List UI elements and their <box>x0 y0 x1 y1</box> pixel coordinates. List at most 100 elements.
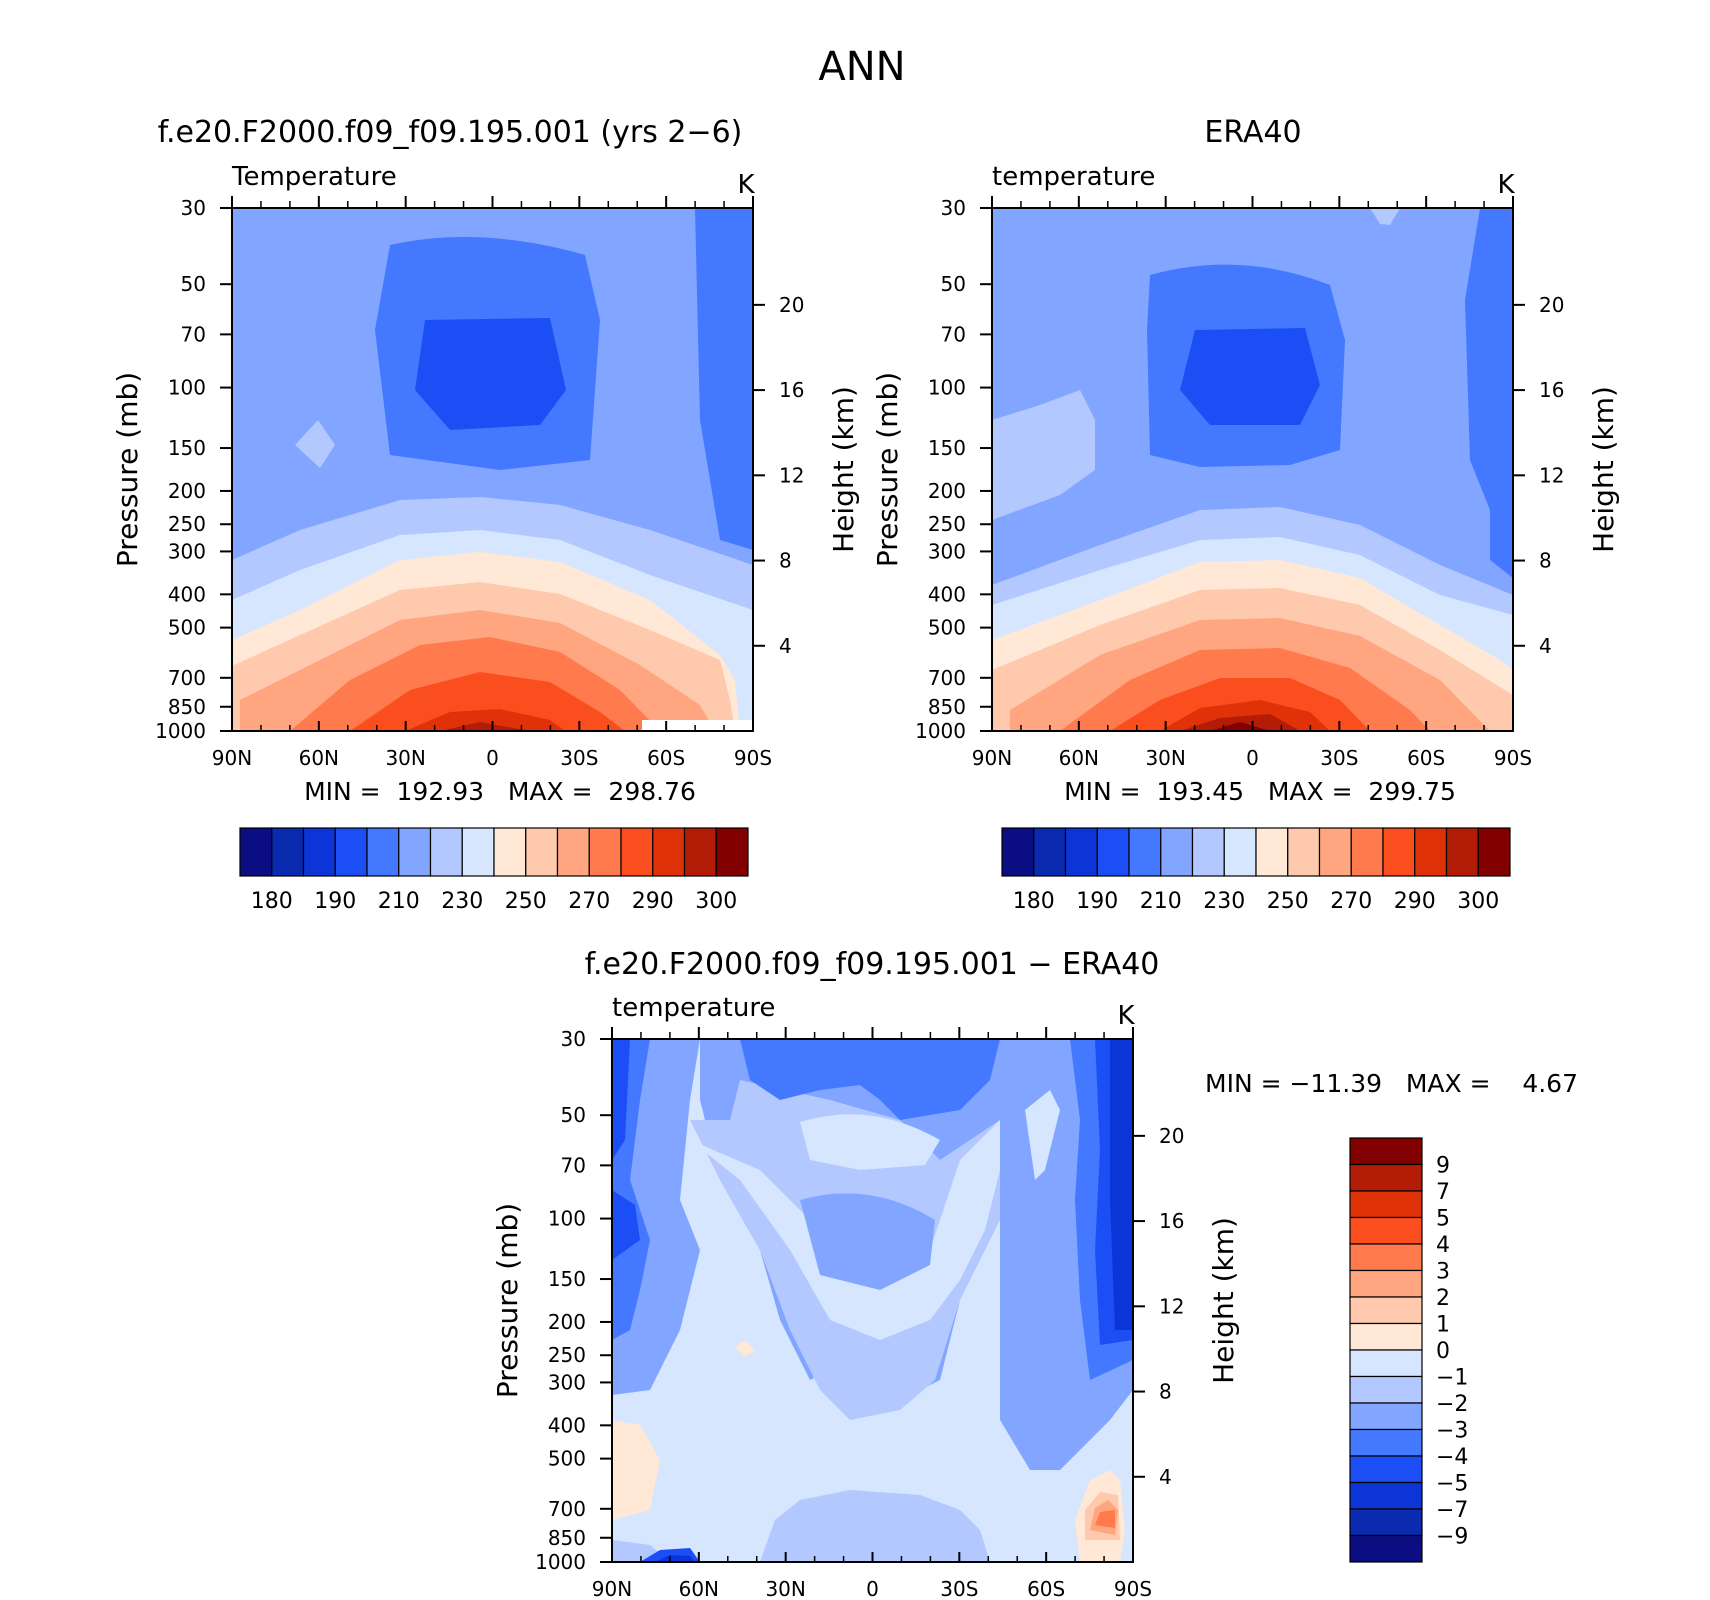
y-tick-label: 70 <box>941 322 966 346</box>
colorbar-label: −5 <box>1436 1472 1468 1497</box>
y-tick-label: 250 <box>168 512 206 536</box>
y-tick-label: 300 <box>928 539 966 563</box>
panel-left-label: Temperature <box>231 162 397 192</box>
contour-field <box>992 208 1513 731</box>
y-tick-label: 100 <box>928 376 966 400</box>
colorbar-label: 5 <box>1436 1207 1450 1232</box>
colorbar-label: −3 <box>1436 1419 1468 1444</box>
x-tick-label: 60S <box>647 746 685 770</box>
colorbar-label: 210 <box>378 889 420 914</box>
colorbar-box <box>1349 1269 1423 1298</box>
colorbar-box <box>525 827 559 877</box>
colorbar-box <box>1349 1402 1423 1431</box>
colorbar-label: 270 <box>568 889 610 914</box>
panel-left-label: temperature <box>992 162 1155 192</box>
y-tick-label: 150 <box>548 1267 586 1291</box>
right-axis-label: Height (km) <box>1207 1217 1240 1384</box>
height-tick-label: 12 <box>779 463 804 487</box>
colorbar-label: 230 <box>1203 889 1245 914</box>
colorbar-box <box>1349 1455 1423 1484</box>
colorbar-box <box>1349 1137 1423 1166</box>
colorbar-box <box>1223 827 1257 877</box>
y-tick-label: 850 <box>928 695 966 719</box>
y-tick-label: 30 <box>561 1027 586 1051</box>
units-label: K <box>737 170 755 200</box>
colorbar-label: 0 <box>1436 1339 1450 1364</box>
colorbar-box <box>1414 827 1448 877</box>
x-tick-label: 30N <box>765 1577 805 1600</box>
y-tick-label: 700 <box>928 666 966 690</box>
colorbar-box <box>1191 827 1225 877</box>
panel-reference: ERA40 temperature K 90N 60N 30N 0 30S 60S 90S 3… <box>871 115 1620 914</box>
colorbar-box <box>1349 1428 1423 1457</box>
colorbar-box <box>1349 1349 1423 1378</box>
colorbar-box <box>683 827 717 877</box>
colorbar-box <box>271 827 305 877</box>
y-tick-label: 300 <box>168 539 206 563</box>
y-axis-label: Pressure (mb) <box>491 1203 524 1398</box>
x-tick-label: 90S <box>734 746 772 770</box>
height-tick-label: 16 <box>1159 1209 1184 1233</box>
height-tick-label: 16 <box>1539 378 1564 402</box>
colorbar-box <box>334 827 368 877</box>
colorbar-box <box>1033 827 1067 877</box>
y-tick-label: 400 <box>928 582 966 606</box>
colorbar-label: −9 <box>1436 1525 1468 1550</box>
x-tick-label: 30S <box>560 746 598 770</box>
height-tick-label: 8 <box>1539 549 1552 573</box>
x-tick-label: 0 <box>1246 746 1259 770</box>
colorbar-label: 270 <box>1330 889 1372 914</box>
colorbar-label: 180 <box>251 889 293 914</box>
colorbar-box <box>588 827 622 877</box>
colorbar-box <box>1064 827 1098 877</box>
y-tick-label: 850 <box>548 1526 586 1550</box>
y-tick-label: 100 <box>548 1207 586 1231</box>
colorbar-box <box>1001 827 1035 877</box>
panel-title: ERA40 <box>1204 115 1301 150</box>
colorbar-box <box>493 827 527 877</box>
figure-title: ANN <box>818 44 905 90</box>
colorbar-box <box>1477 827 1511 877</box>
panel-model: f.e20.F2000.f09_f09.195.001 (yrs 2−6) Te… <box>111 115 860 914</box>
y-tick-label: 50 <box>561 1103 586 1127</box>
y-tick-label: 100 <box>168 376 206 400</box>
colorbar-box <box>652 827 686 877</box>
height-tick-label: 8 <box>779 549 792 573</box>
height-tick-label: 12 <box>1539 463 1564 487</box>
colorbar-box <box>398 827 432 877</box>
colorbar-label: 3 <box>1436 1260 1450 1285</box>
colorbar-box <box>1160 827 1194 877</box>
colorbar-label: 250 <box>1267 889 1309 914</box>
colorbar-label: 4 <box>1436 1233 1450 1258</box>
axes: 90N 60N 30N 0 30S 60S 90S 30 50 70 100 150 200 250 300… <box>491 1027 1240 1600</box>
axes: 90N 60N 30N 0 30S 60S 90S 30 50 70 100 150 200 250 300… <box>871 196 1620 770</box>
colorbar-box <box>620 827 654 877</box>
x-tick-label: 60S <box>1027 1577 1065 1600</box>
x-tick-label: 0 <box>486 746 499 770</box>
min-max-text: MIN = 192.93 MAX = 298.76 <box>304 777 696 806</box>
colorbar-box <box>1128 827 1162 877</box>
colorbar-label: 290 <box>1394 889 1436 914</box>
axes: 90N 60N 30N 0 30S 60S 90S 30 50 70 100 150 200 250 300… <box>111 196 860 770</box>
panel-difference: f.e20.F2000.f09_f09.195.001 − ERA40 temp… <box>491 947 1578 1600</box>
colorbar-box <box>1096 827 1130 877</box>
units-label: K <box>1497 170 1515 200</box>
colorbar: 180 190 210 230 250 270 290 300 <box>239 827 749 914</box>
panel-title: f.e20.F2000.f09_f09.195.001 − ERA40 <box>585 947 1160 982</box>
x-tick-label: 30N <box>385 746 425 770</box>
colorbar-box <box>1382 827 1416 877</box>
y-tick-label: 70 <box>561 1153 586 1177</box>
colorbar-label: −4 <box>1436 1445 1468 1470</box>
colorbar-box <box>715 827 749 877</box>
colorbar: 180 190 210 230 250 270 290 300 <box>1001 827 1511 914</box>
x-tick-label: 60N <box>1059 746 1099 770</box>
y-tick-label: 30 <box>181 196 206 220</box>
colorbar-label: 190 <box>314 889 356 914</box>
x-tick-label: 90S <box>1494 746 1532 770</box>
colorbar-box <box>1350 827 1384 877</box>
colorbar-box <box>461 827 495 877</box>
colorbar-box <box>1349 1216 1423 1245</box>
height-tick-label: 8 <box>1159 1380 1172 1404</box>
colorbar-box <box>239 827 273 877</box>
